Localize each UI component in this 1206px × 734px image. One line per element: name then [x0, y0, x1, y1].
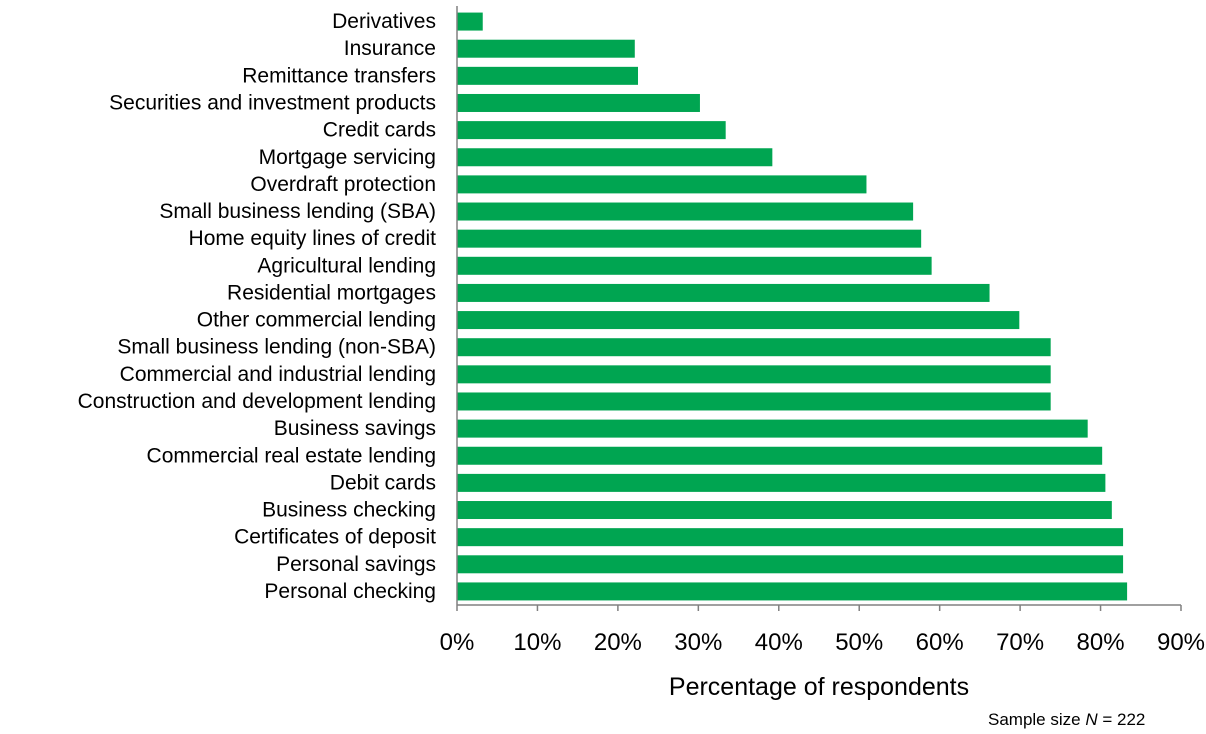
category-label: Business savings: [274, 417, 436, 440]
x-tick-label: 50%: [835, 629, 883, 656]
bar: [457, 39, 635, 58]
category-label: Small business lending (SBA): [159, 200, 436, 223]
category-label: Commercial and industrial lending: [120, 363, 436, 386]
bar: [457, 148, 773, 167]
category-label: Derivatives: [332, 10, 436, 33]
axes: [456, 6, 1182, 611]
category-label: Personal checking: [264, 580, 436, 603]
bar: [457, 12, 483, 31]
x-tick-label: 30%: [674, 629, 722, 656]
category-label: Commercial real estate lending: [147, 444, 436, 467]
category-label: Certificates of deposit: [234, 526, 436, 549]
bar: [457, 66, 638, 85]
category-label: Overdraft protection: [250, 173, 436, 196]
x-tick-labels: 0% 10% 20% 30% 40% 50% 60% 70% 80% 90%: [440, 629, 1205, 656]
category-label: Mortgage servicing: [259, 146, 436, 169]
category-label: Debit cards: [330, 471, 436, 494]
bar: [457, 311, 1020, 330]
category-label: Business checking: [262, 499, 436, 522]
bar: [457, 283, 990, 302]
bar: [457, 392, 1051, 411]
category-label: Small business lending (non-SBA): [117, 336, 436, 359]
x-axis-title: Percentage of respondents: [669, 673, 969, 701]
bar: [457, 229, 922, 248]
category-label: Credit cards: [323, 119, 436, 142]
bar: [457, 338, 1051, 357]
category-label: Securities and investment products: [109, 91, 436, 114]
x-tick-label: 20%: [594, 629, 642, 656]
bar: [457, 419, 1088, 438]
category-label: Insurance: [344, 37, 436, 60]
bar: [457, 501, 1112, 520]
x-tick-label: 0%: [440, 629, 475, 656]
bar: [457, 446, 1103, 465]
sample-size-variable: N: [1085, 710, 1098, 729]
bar: [457, 256, 932, 275]
x-tick-label: 40%: [755, 629, 803, 656]
bar: [457, 365, 1051, 384]
bar: [457, 528, 1124, 547]
x-tick-label: 80%: [1077, 629, 1125, 656]
category-label: Construction and development lending: [78, 390, 436, 413]
bar: [457, 555, 1124, 574]
sample-size-value: = 222: [1097, 710, 1146, 729]
bar: [457, 121, 726, 140]
sample-size-note: Sample size N = 222: [988, 710, 1145, 730]
bar: [457, 202, 914, 221]
category-labels: Derivatives Insurance Remittance transfers…: [78, 10, 437, 603]
category-label: Agricultural lending: [257, 254, 436, 277]
category-label: Personal savings: [276, 553, 436, 576]
category-label: Residential mortgages: [227, 281, 436, 304]
x-tick-label: 70%: [996, 629, 1044, 656]
category-label: Remittance transfers: [242, 64, 436, 87]
bar: [457, 582, 1128, 601]
x-tick-label: 90%: [1157, 629, 1205, 656]
category-label: Home equity lines of credit: [189, 227, 437, 250]
bar: [457, 93, 700, 112]
category-label: Other commercial lending: [197, 309, 436, 332]
bar: [457, 473, 1106, 492]
bars-group: [457, 12, 1128, 601]
x-tick-label: 60%: [916, 629, 964, 656]
x-tick-label: 10%: [513, 629, 561, 656]
bar: [457, 175, 867, 194]
sample-size-prefix: Sample size: [988, 710, 1086, 729]
